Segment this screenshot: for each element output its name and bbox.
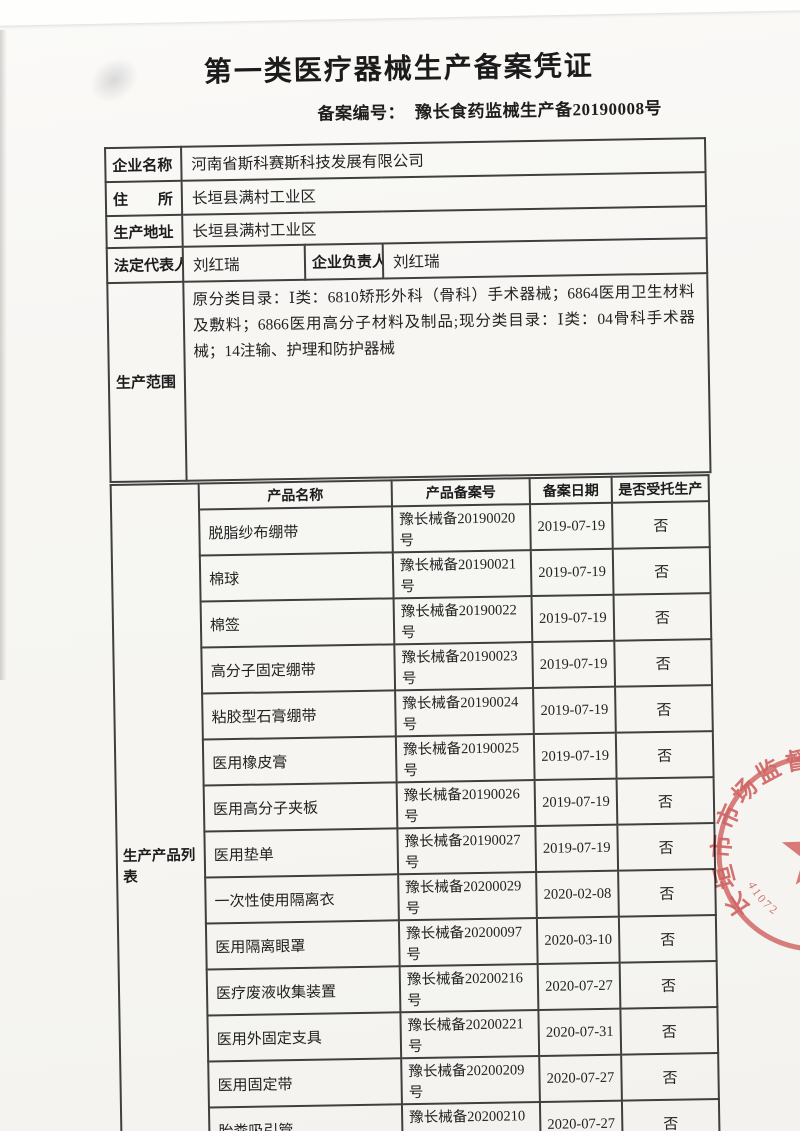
info-row-production-scope: 生产范围 原分类目录：Ⅰ类：6810矫形外科（骨科）手术器械；6864医用卫生材… xyxy=(107,273,711,483)
stamp-ring xyxy=(716,755,800,951)
certificate-title: 第一类医疗器械生产备案凭证 xyxy=(203,50,595,89)
product-record-no: 豫长械备20190021号 xyxy=(392,550,532,599)
product-record-date: 2019-07-19 xyxy=(535,824,619,873)
product-entrusted: 否 xyxy=(615,685,713,733)
product-record-date: 2019-07-19 xyxy=(533,686,616,735)
enterprise-principal-value: 刘红瑞 xyxy=(382,238,708,279)
company-info-table: 企业名称 河南省斯科赛斯科技发展有限公司 住 所 长垣县满村工业区 生产地址 长… xyxy=(104,137,712,483)
product-name: 棉签 xyxy=(200,598,395,648)
record-number-label: 备案编号： xyxy=(317,103,406,124)
stamp-star-icon xyxy=(781,841,800,885)
product-entrusted: 否 xyxy=(614,639,713,687)
product-name: 棉球 xyxy=(199,552,394,602)
product-record-date: 2019-07-19 xyxy=(530,548,614,597)
product-name: 医用隔离眼罩 xyxy=(205,920,400,970)
product-record-no: 豫长械备20200029号 xyxy=(398,872,537,921)
product-name: 医疗废液收集装置 xyxy=(206,966,401,1016)
product-entrusted: 否 xyxy=(612,501,710,549)
product-record-date: 2019-07-19 xyxy=(530,502,613,551)
product-record-no: 豫长械备20190023号 xyxy=(394,642,534,691)
product-name: 高分子固定绷带 xyxy=(201,644,396,694)
product-record-no: 豫长械备20200097号 xyxy=(398,918,538,967)
header-product-name: 产品名称 xyxy=(198,480,393,510)
product-record-no: 豫长械备20190024号 xyxy=(395,688,534,737)
product-name: 一次性使用隔离衣 xyxy=(205,874,399,924)
product-name: 粘胶型石膏绷带 xyxy=(202,690,396,740)
production-address-label: 生产地址 xyxy=(106,214,183,249)
legal-representative-value: 刘红瑞 xyxy=(182,244,306,282)
product-name: 医用橡皮膏 xyxy=(202,736,397,786)
product-record-no: 豫长械备20200209号 xyxy=(401,1056,540,1105)
product-record-no: 豫长械备20190026号 xyxy=(396,780,536,829)
product-entrusted: 否 xyxy=(620,1007,719,1055)
product-list-table: 生产产品列表 产品名称 产品备案号 备案日期 是否受托生产 脱脂纱布绷带 豫长械备… xyxy=(110,474,723,1131)
company-name-label: 企业名称 xyxy=(105,146,182,183)
product-record-date: 2019-07-19 xyxy=(532,640,616,689)
record-number-value: 豫长食药监械生产备20190008号 xyxy=(414,98,663,122)
product-record-date: 2020-07-27 xyxy=(539,1054,622,1103)
header-record-number: 产品备案号 xyxy=(391,478,531,507)
product-name: 脱脂纱布绷带 xyxy=(199,506,393,556)
product-name: 医用垫单 xyxy=(204,828,399,878)
product-record-date: 2019-07-19 xyxy=(531,594,615,643)
product-name: 医用高分子夹板 xyxy=(203,782,398,832)
product-entrusted: 否 xyxy=(613,593,712,641)
enterprise-principal-label: 企业负责人 xyxy=(304,243,384,280)
official-seal-stamp: 长垣市市场监督 41072 xyxy=(707,746,800,951)
product-name: 医用固定带 xyxy=(208,1058,402,1108)
product-record-date: 2019-07-19 xyxy=(533,732,617,781)
product-record-no: 豫长械备20190025号 xyxy=(395,734,535,783)
product-entrusted: 否 xyxy=(612,547,711,595)
legal-representative-label: 法定代表人 xyxy=(106,246,184,284)
product-record-no: 豫长械备20190022号 xyxy=(393,596,533,645)
product-record-no: 豫长械备20200210号 xyxy=(401,1102,541,1131)
product-record-no: 豫长械备20200216号 xyxy=(399,964,539,1013)
product-record-date: 2020-07-27 xyxy=(539,1100,623,1131)
header-entrusted: 是否受托生产 xyxy=(611,475,709,503)
product-record-date: 2020-02-08 xyxy=(536,870,619,919)
product-record-no: 豫长械备20200221号 xyxy=(400,1010,540,1059)
product-entrusted: 否 xyxy=(621,1099,720,1131)
record-number-line: 备案编号： 豫长食药监械生产备20190008号 xyxy=(317,94,662,125)
header-record-date: 备案日期 xyxy=(529,476,613,505)
product-list-side-label: 生产产品列表 xyxy=(110,483,212,1131)
product-record-date: 2019-07-19 xyxy=(534,778,618,827)
production-scope-label: 生产范围 xyxy=(107,281,187,483)
product-entrusted: 否 xyxy=(621,1053,719,1101)
product-record-date: 2020-03-10 xyxy=(536,916,620,965)
product-record-no: 豫长械备20190020号 xyxy=(392,504,531,553)
product-name: 医用外固定支具 xyxy=(207,1012,402,1062)
scan-left-fold-shadow xyxy=(0,30,7,680)
product-record-date: 2020-07-27 xyxy=(537,962,621,1011)
production-scope-value: 原分类目录：Ⅰ类：6810矫形外科（骨科）手术器械；6864医用卫生材料及敷料；… xyxy=(183,273,711,481)
product-name: 胎粪吸引管 xyxy=(208,1104,403,1131)
residence-label: 住 所 xyxy=(105,180,183,217)
product-record-no: 豫长械备20190027号 xyxy=(397,826,537,875)
product-record-date: 2020-07-31 xyxy=(538,1008,622,1057)
